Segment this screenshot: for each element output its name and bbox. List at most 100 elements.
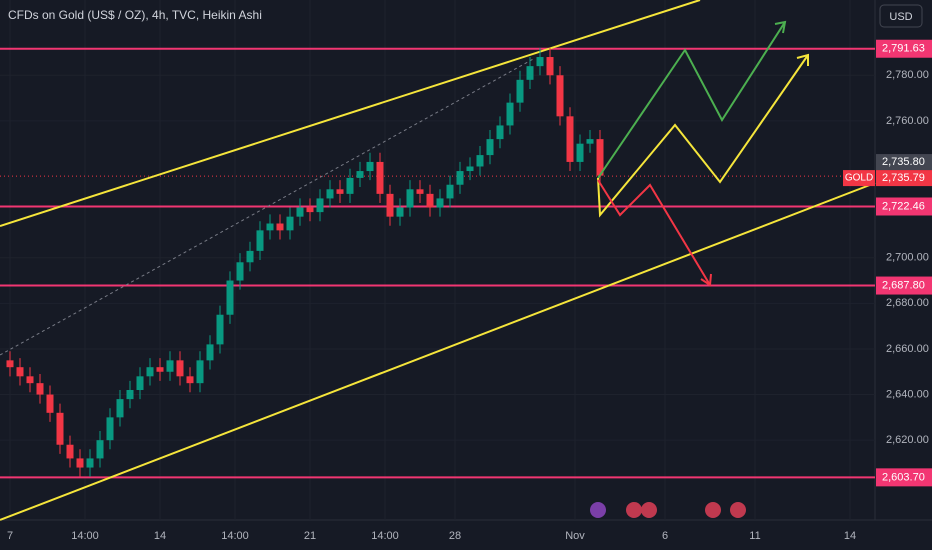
event-icon[interactable] [705,502,721,518]
candle-body [26,376,34,384]
arrow-head [796,53,809,66]
candle-body [356,171,364,178]
arrow-head [774,20,787,34]
currency-button[interactable] [879,4,923,28]
candle-body [146,367,154,377]
candles [6,47,604,477]
candle-body [156,367,164,372]
candle-body [276,223,284,231]
candle-body [236,262,244,281]
candle-body [586,139,594,144]
x-tick-label: Nov [565,530,585,542]
price-tag-label: 2,791.63 [882,43,925,55]
candle-body [426,193,434,208]
candle-body [506,102,514,126]
candle-body [116,399,124,418]
candle-body [246,250,254,263]
x-tick-label: 7 [7,530,13,542]
candle-body [466,166,474,172]
candle-body [136,376,144,390]
price-tag-label: 2,722.46 [882,200,925,212]
candle-body [46,394,54,413]
candle-body [196,360,204,384]
x-tick-label: 21 [304,530,316,542]
candle-body [406,189,414,208]
price-tag-label: 2,735.80 [882,156,925,168]
candle-body [396,207,404,217]
y-tick-label: 2,700.00 [886,252,929,264]
candle-body [496,125,504,140]
candle-body [476,155,484,167]
candle-body [366,161,374,172]
price-tag [876,276,932,295]
candle-body [316,198,324,213]
x-tick-label: 14 [154,530,166,542]
event-icon[interactable] [590,502,606,518]
event-icon[interactable] [626,502,642,518]
price-tag [876,154,932,171]
y-tick-label: 2,680.00 [886,297,929,309]
price-tag-label: 2,603.70 [882,471,925,483]
arrow-head [700,273,712,287]
candle-body [416,189,424,194]
candle-body [126,390,134,400]
candle-body [376,161,384,194]
price-tag [876,468,932,487]
candle-body [186,376,194,384]
candle-body [266,223,274,231]
candle-body [596,139,604,176]
candle-body [6,360,14,368]
candle-body [456,171,464,185]
axes: 2,780.00 2,760.00 2,700.00 2,680.00 2,660.00… [7,39,932,542]
y-tick-label: 2,620.00 [886,434,929,446]
x-tick-label: 11 [749,530,760,542]
candle-body [436,198,444,208]
x-tick-label: 28 [449,530,461,542]
price-tag-label: 2,735.79 [882,172,925,184]
candle-body [346,177,354,194]
candle-body [576,143,584,162]
candle-body [216,314,224,345]
candle-body [556,75,564,117]
candle-body [256,230,264,251]
candle-body [386,193,394,217]
candle-body [526,66,534,80]
candle-body [306,207,314,213]
x-tick-label: 14:00 [221,530,249,542]
y-tick-label: 2,640.00 [886,388,929,400]
candle-body [66,444,74,459]
candle-body [296,207,304,217]
y-tick-label: 2,660.00 [886,343,929,355]
projection-up [597,21,786,179]
candle-body [16,367,24,377]
candle-body [96,440,104,459]
chart-title: CFDs on Gold (US$ / OZ), 4h, TVC, Heikin… [8,8,262,22]
y-tick-label: 2,780.00 [886,69,929,81]
candle-body [76,458,84,468]
candle-body [516,79,524,103]
candle-body [56,412,64,445]
candle-body [226,280,234,315]
projection-alt [597,54,809,218]
candle-body [546,57,554,76]
y-tick-label: 2,760.00 [886,115,929,127]
grid [0,0,875,520]
price-tag [876,39,932,58]
symbol-tag [843,170,875,187]
price-tag-label: 2,687.80 [882,279,925,291]
event-icon[interactable] [730,502,746,518]
x-tick-label: 6 [662,530,668,542]
x-tick-label: 14:00 [71,530,99,542]
candle-body [336,189,344,194]
candle-body [486,139,494,156]
event-icon[interactable] [641,502,657,518]
candle-body [286,216,294,231]
price-tag [876,197,932,216]
candle-body [326,189,334,199]
x-tick-label: 14 [844,530,856,542]
candle-body [166,360,174,372]
candle-body [36,383,44,395]
candle-body [566,116,574,162]
currency[interactable]: USD [889,11,912,23]
